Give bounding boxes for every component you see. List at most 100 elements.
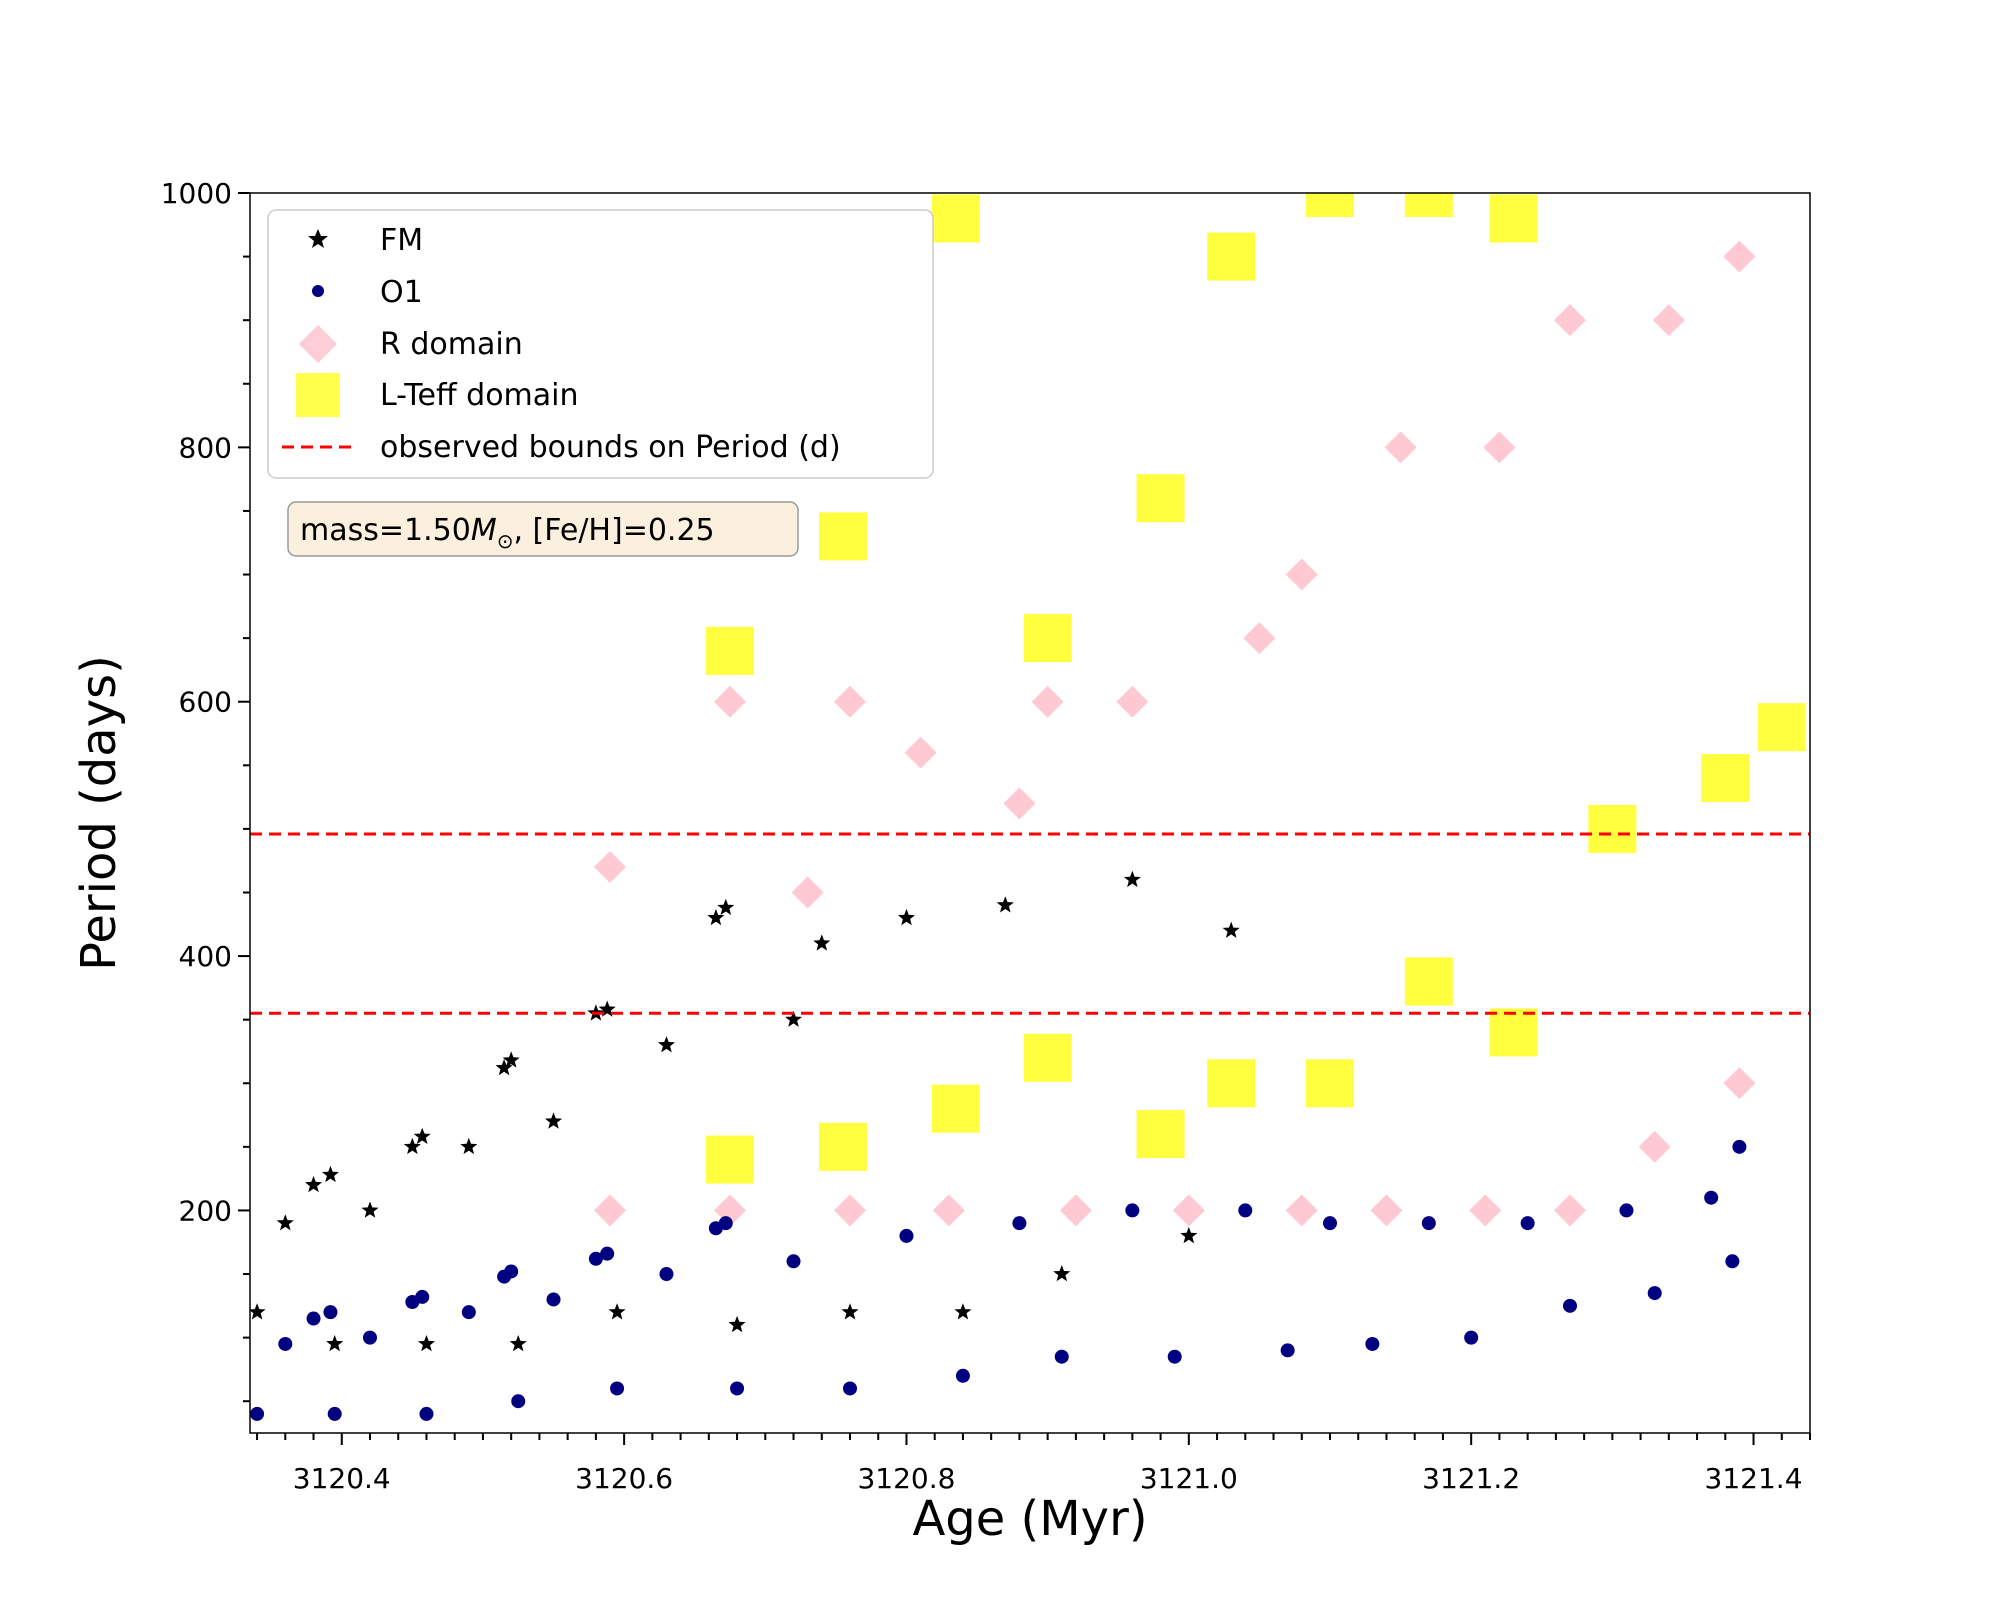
fm-point-13: [545, 1112, 563, 1129]
r-domain-point-23: [1638, 1130, 1671, 1163]
o1-point-41: [1732, 1139, 1747, 1154]
fm-point-24: [897, 908, 915, 926]
fm-point-10: [495, 1059, 513, 1076]
r-domain-point-18: [1384, 431, 1417, 464]
l-teff-domain-point-14: [1404, 957, 1453, 1006]
r-domain-point-26: [1723, 240, 1756, 273]
fm-point-1: [276, 1214, 294, 1231]
r-domain-point-16: [1285, 558, 1318, 591]
observed-bounds-layer: [250, 832, 1810, 1015]
legend-star-icon: [308, 229, 328, 248]
fm-point-21: [785, 1010, 803, 1027]
r-domain-point-1: [594, 851, 626, 884]
r-domain-point-9: [1003, 787, 1036, 820]
r-domain-point-0: [594, 1194, 626, 1227]
r-domain-point-7: [904, 736, 937, 769]
axis-ticks: 3120.4 3120.6 3120.8 3121.0 3121.2 3121.4 200 4…: [161, 177, 1811, 1495]
l-teff-domain-point-18: [1588, 804, 1637, 853]
l-teff-domain-point-10: [1207, 1059, 1256, 1108]
r-domain-point-4: [791, 876, 824, 909]
o1-point-24: [955, 1368, 970, 1383]
fm-point-12: [509, 1335, 527, 1352]
o1-point-5: [363, 1330, 377, 1345]
y-axis-title: Period (days): [71, 655, 127, 971]
o1-point-13: [546, 1292, 561, 1307]
r-domain-point-24: [1652, 304, 1685, 337]
l-teff-domain-point-16: [1489, 1008, 1538, 1057]
o1-point-36: [1563, 1298, 1577, 1313]
o1-point-19: [718, 1216, 733, 1231]
fm-point-19: [717, 898, 735, 915]
legend-label-r-domain: R domain: [380, 327, 523, 362]
fm-point-30: [1222, 921, 1240, 938]
r-domain-point-21: [1554, 1194, 1586, 1227]
l-teff-domain-point-19: [1701, 754, 1750, 803]
o1-point-9: [461, 1305, 476, 1320]
annotation-box: mass=1.50M⊙, [Fe/H]=0.25: [287, 501, 799, 557]
fm-point-0: [250, 1303, 266, 1320]
fm-point-28: [1123, 870, 1141, 888]
legend-diamond-icon: [299, 325, 337, 363]
l-teff-domain-point-1: [706, 626, 754, 675]
legend: FM O1 R domain L-Teff domain observed bo…: [267, 209, 934, 479]
legend-label-fm: FM: [380, 223, 423, 258]
x-tick-label-1: 3120.6: [575, 1462, 673, 1495]
fm-markers: [250, 870, 1240, 1352]
x-tick-label-3: 3121.0: [1140, 1462, 1238, 1495]
o1-point-23: [899, 1228, 914, 1243]
l-teff-domain-point-9: [1136, 474, 1185, 523]
l-teff-domain-point-4: [931, 1084, 980, 1133]
fm-point-26: [996, 896, 1014, 913]
x-tick-label-2: 3120.8: [857, 1462, 955, 1495]
curve-layer: [250, 870, 1747, 1421]
x-tick-label-4: 3121.2: [1422, 1462, 1520, 1495]
r-domain-point-20: [1483, 431, 1516, 464]
o1-point-16: [610, 1381, 625, 1396]
r-domain-point-14: [1243, 622, 1276, 655]
l-teff-domain-point-20: [1757, 703, 1806, 752]
o1-markers: [250, 1139, 1747, 1421]
legend-box: [267, 209, 934, 479]
o1-point-28: [1167, 1349, 1182, 1364]
r-domain-point-10: [1031, 685, 1064, 718]
o1-point-39: [1704, 1190, 1719, 1205]
l-teff-domain-point-0: [706, 1135, 754, 1184]
r-domain-point-8: [932, 1194, 965, 1227]
o1-point-30: [1280, 1343, 1295, 1358]
y-tick-label-2: 600: [179, 686, 232, 719]
fm-point-27: [1053, 1265, 1071, 1282]
o1-point-27: [1125, 1203, 1140, 1218]
l-teff-domain-point-13: [1306, 193, 1354, 217]
l-teff-domain-point-8: [1136, 1110, 1185, 1159]
x-tick-label-0: 3120.4: [293, 1462, 391, 1495]
r-domain-point-3: [714, 685, 746, 718]
o1-point-32: [1365, 1336, 1380, 1351]
y-tick-label-0: 200: [179, 1194, 232, 1227]
o1-point-22: [843, 1381, 857, 1396]
x-axis-title: Age (Myr): [912, 1491, 1147, 1547]
r-domain-point-22: [1554, 304, 1586, 337]
l-teff-domain-point-3: [818, 512, 867, 561]
o1-point-33: [1421, 1216, 1436, 1231]
l-teff-domain-point-12: [1306, 1059, 1354, 1108]
y-tick-label-1: 400: [179, 940, 232, 973]
o1-point-21: [786, 1254, 801, 1269]
fm-point-16: [608, 1303, 626, 1320]
r-domain-point-11: [1059, 1194, 1092, 1227]
o1-point-37: [1619, 1203, 1634, 1218]
o1-point-0: [250, 1406, 265, 1421]
o1-point-34: [1464, 1330, 1479, 1345]
o1-point-12: [511, 1394, 526, 1409]
fm-point-8: [417, 1335, 435, 1352]
l-teff-domain-point-2: [818, 1122, 867, 1171]
o1-point-14: [588, 1251, 603, 1266]
y-tick-label-3: 800: [179, 431, 232, 464]
o1-point-8: [419, 1406, 434, 1421]
o1-point-1: [278, 1336, 293, 1351]
r-domain-point-15: [1285, 1194, 1318, 1227]
fm-point-6: [403, 1137, 421, 1155]
fm-point-22: [813, 934, 831, 951]
fm-point-5: [361, 1201, 379, 1218]
fm-point-7: [413, 1127, 431, 1144]
